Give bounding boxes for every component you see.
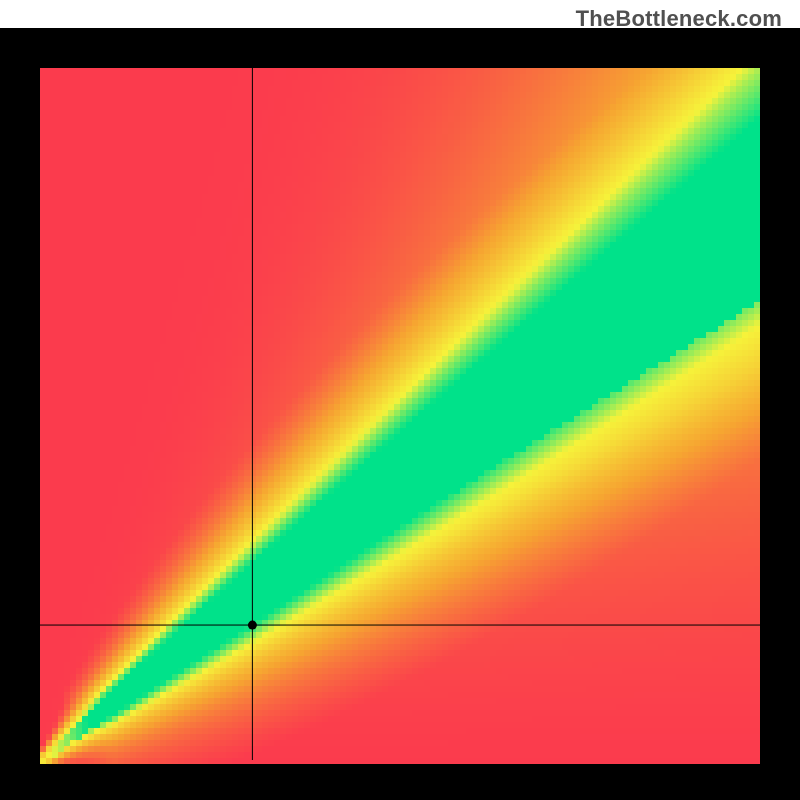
- chart-wrap: [0, 28, 800, 800]
- chart-container: TheBottleneck.com: [0, 0, 800, 800]
- heatmap-canvas: [0, 28, 800, 800]
